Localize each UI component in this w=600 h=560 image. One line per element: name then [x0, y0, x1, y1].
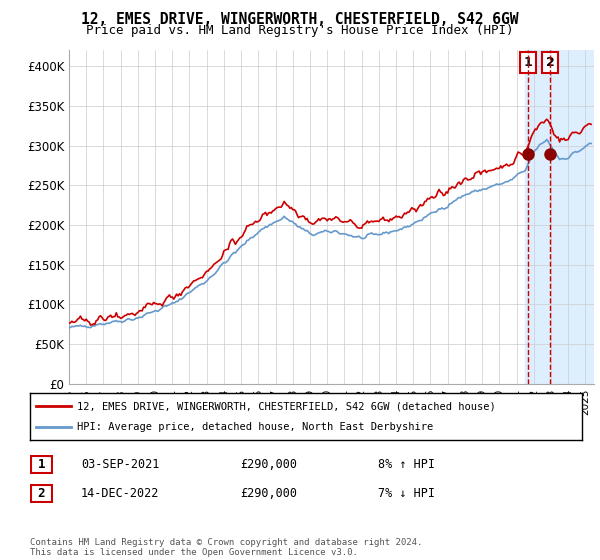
- Text: 03-SEP-2021: 03-SEP-2021: [81, 458, 160, 472]
- Text: £290,000: £290,000: [240, 487, 297, 501]
- Text: 2: 2: [546, 56, 554, 69]
- Bar: [525, 50, 594, 384]
- Text: Contains HM Land Registry data © Crown copyright and database right 2024.
This d: Contains HM Land Registry data © Crown c…: [30, 538, 422, 557]
- Text: 12, EMES DRIVE, WINGERWORTH, CHESTERFIELD, S42 6GW: 12, EMES DRIVE, WINGERWORTH, CHESTERFIEL…: [81, 12, 519, 27]
- Text: 8% ↑ HPI: 8% ↑ HPI: [378, 458, 435, 472]
- FancyBboxPatch shape: [31, 486, 52, 502]
- Text: 14-DEC-2022: 14-DEC-2022: [81, 487, 160, 501]
- FancyBboxPatch shape: [31, 456, 52, 473]
- Text: HPI: Average price, detached house, North East Derbyshire: HPI: Average price, detached house, Nort…: [77, 422, 433, 432]
- Text: 1: 1: [524, 56, 532, 69]
- Text: 1: 1: [38, 458, 45, 472]
- Text: Price paid vs. HM Land Registry's House Price Index (HPI): Price paid vs. HM Land Registry's House …: [86, 24, 514, 37]
- Text: 7% ↓ HPI: 7% ↓ HPI: [378, 487, 435, 501]
- Text: 12, EMES DRIVE, WINGERWORTH, CHESTERFIELD, S42 6GW (detached house): 12, EMES DRIVE, WINGERWORTH, CHESTERFIEL…: [77, 401, 496, 411]
- Text: 2: 2: [38, 487, 45, 501]
- Text: £290,000: £290,000: [240, 458, 297, 472]
